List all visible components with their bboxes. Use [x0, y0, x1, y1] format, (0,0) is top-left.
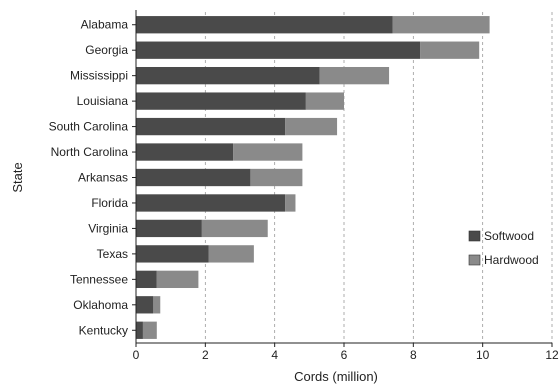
y-axis-categories: Alabama Georgia Mississippi Louisiana South …	[49, 18, 136, 337]
bar-hardwood	[201, 219, 268, 238]
bar-softwood	[136, 245, 209, 263]
category-label: Virginia	[88, 221, 128, 235]
x-tick-label: 6	[341, 348, 348, 362]
bar-softwood	[136, 194, 286, 212]
legend-label-hardwood: Hardwood	[484, 253, 539, 267]
legend-swatch-hardwood	[468, 254, 481, 266]
x-tick-label: 0	[133, 348, 140, 362]
bar-softwood	[136, 168, 251, 187]
bar-hardwood	[392, 16, 490, 34]
bar-softwood	[136, 92, 306, 110]
legend-swatch-softwood	[468, 230, 481, 242]
bar-hardwood	[208, 245, 254, 263]
bar-softwood	[136, 117, 286, 136]
bar-hardwood	[250, 168, 303, 187]
bar-softwood	[136, 143, 234, 161]
x-tick-label: 8	[410, 348, 417, 362]
bar-hardwood	[153, 296, 161, 314]
category-label: Georgia	[85, 43, 128, 57]
category-label: Florida	[91, 196, 128, 210]
bar-hardwood	[305, 92, 344, 110]
x-tick-label: 12	[545, 348, 559, 362]
category-label: Tennessee	[70, 272, 128, 286]
category-label: Kentucky	[79, 323, 128, 337]
bar-hardwood	[285, 194, 296, 212]
x-tick-label: 10	[476, 348, 490, 362]
category-label: Alabama	[81, 18, 129, 32]
bar-hardwood	[233, 143, 303, 161]
bar-softwood	[136, 296, 154, 314]
x-tick-label: 4	[271, 348, 278, 362]
category-label: South Carolina	[49, 120, 129, 134]
bar-hardwood	[142, 321, 157, 339]
bar-hardwood	[420, 41, 480, 59]
category-label: North Carolina	[51, 145, 129, 159]
category-label: Arkansas	[78, 171, 128, 185]
category-label: Texas	[97, 247, 128, 261]
x-tick-label: 2	[202, 348, 209, 362]
y-axis-title: State	[10, 162, 25, 192]
bar-hardwood	[285, 117, 338, 136]
bar-hardwood	[319, 66, 390, 85]
category-label: Louisiana	[77, 94, 129, 108]
bar-softwood	[136, 41, 421, 59]
x-axis-ticks: 0 2 4 6 8 10 12	[133, 343, 559, 362]
category-label: Oklahoma	[73, 298, 128, 312]
bar-hardwood	[156, 270, 199, 289]
bar-softwood	[136, 16, 393, 34]
category-label: Mississippi	[70, 69, 128, 83]
bar-softwood	[136, 321, 143, 339]
legend: Softwood Hardwood	[468, 229, 539, 267]
bar-softwood	[136, 66, 320, 85]
bar-softwood	[136, 270, 157, 289]
legend-label-softwood: Softwood	[484, 229, 534, 243]
bar-softwood	[136, 219, 202, 238]
bars	[136, 16, 490, 339]
x-axis-title: Cords (million)	[294, 369, 378, 384]
